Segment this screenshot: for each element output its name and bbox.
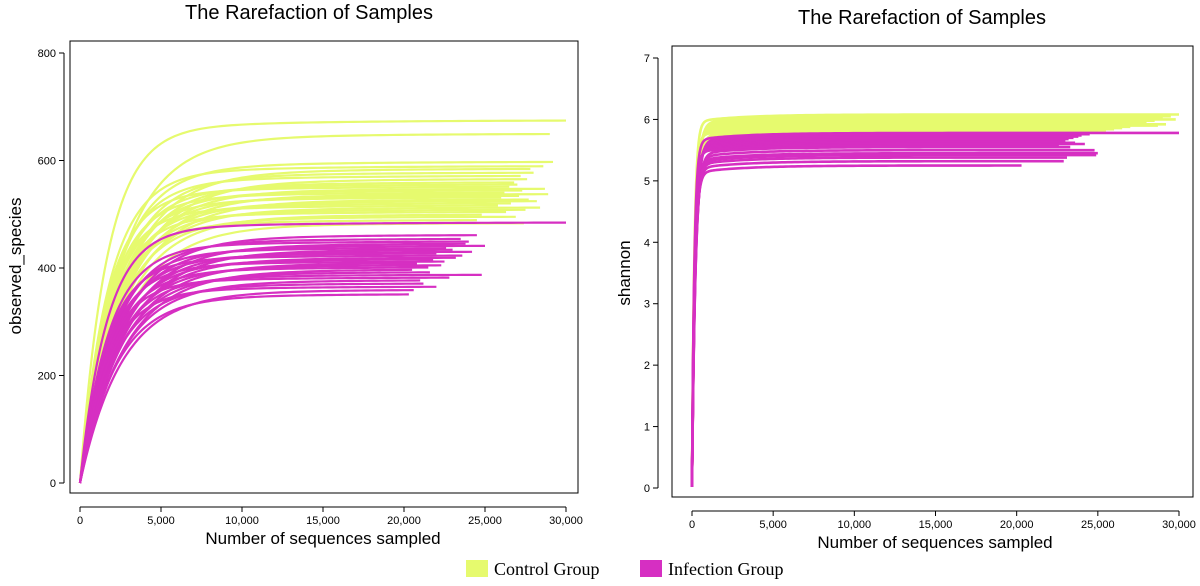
legend-swatch-control (466, 560, 488, 577)
right-x-tick-label-4: 20,000 (1000, 519, 1034, 531)
right-y-tick-label-0: 0 (644, 483, 650, 495)
right-infection-curve-14 (690, 151, 1098, 487)
right-x-tick-label-1: 5,000 (759, 519, 787, 531)
right-control-curve-3 (690, 116, 1163, 487)
right-control-curve-14 (690, 130, 1098, 487)
right-control-curve-6 (690, 120, 1147, 487)
left-x-tick-label-4: 20,000 (387, 515, 421, 527)
left-chart-title: The Rarefaction of Samples (185, 2, 433, 24)
left-y-tick-label-2: 400 (38, 263, 56, 275)
right-control-curve-12 (690, 127, 1115, 487)
legend-label-infection: Infection Group (668, 559, 783, 579)
right-y-tick-label-3: 3 (644, 299, 650, 311)
legend-item-control: Control Group (466, 559, 600, 579)
left-x-tick-label-0: 0 (77, 515, 83, 527)
right-infection-curve-3 (690, 134, 1082, 487)
left-x-tick-label-5: 25,000 (468, 515, 502, 527)
right-x-tick-label-0: 0 (689, 519, 695, 531)
right-x-tick-label-6: 30,000 (1162, 519, 1196, 531)
right-y-tick-label-6: 6 (644, 114, 650, 126)
left-infection-curve-21 (78, 276, 450, 484)
right-control-curve-16 (690, 131, 1082, 487)
right-control-curve-17 (690, 132, 1074, 487)
right-panel: The Rarefaction of Samples 0 5,000 10,000 1… (615, 7, 1196, 552)
left-panel: The Rarefaction of Samples 0 5,000 10,000 1… (6, 2, 583, 548)
right-infection-curve-4 (690, 135, 1079, 487)
right-y-tick-label-5: 5 (644, 176, 650, 188)
left-infection-curve-24 (78, 285, 437, 484)
left-control-curve-10 (78, 183, 518, 484)
left-infection-curve-23 (78, 282, 424, 484)
left-infection-curve-26 (78, 293, 409, 484)
right-y-tick-label-4: 4 (644, 237, 650, 249)
right-infection-curve-10 (690, 142, 1085, 487)
left-x-axis-label: Number of sequences sampled (205, 529, 440, 548)
right-infection-curve-7 (690, 139, 1066, 487)
left-y-axis-label: observed_species (6, 197, 25, 334)
right-control-curve-7 (690, 121, 1139, 487)
right-plot-area (690, 113, 1179, 487)
right-control-curve-2 (690, 115, 1171, 487)
right-control-curve-4 (690, 118, 1176, 487)
right-infection-curve-5 (690, 136, 1074, 487)
right-infection-curve-1 (690, 131, 1179, 487)
left-infection-curve-20 (78, 273, 482, 484)
left-x-tick-label-2: 10,000 (225, 515, 259, 527)
right-chart-title: The Rarefaction of Samples (798, 7, 1046, 29)
right-control-curve-13 (690, 129, 1106, 487)
right-control-curve-11 (690, 126, 1123, 487)
legend-item-infection: Infection Group (640, 559, 783, 579)
right-y-tick-label-1: 1 (644, 422, 650, 434)
left-y-tick-label-1: 200 (38, 371, 56, 383)
left-x-tick-label-1: 5,000 (147, 515, 175, 527)
right-infection-curve-12 (690, 145, 1071, 487)
right-control-curve-10 (690, 125, 1131, 487)
left-x-tick-label-6: 30,000 (549, 515, 583, 527)
right-y-tick-label-2: 2 (644, 360, 650, 372)
legend-label-control: Control Group (494, 559, 600, 579)
right-infection-curve-15 (690, 153, 1097, 487)
right-control-curve-5 (690, 119, 1155, 487)
right-infection-curve-13 (690, 148, 1095, 487)
left-axes: 0 5,000 10,000 15,000 20,000 25,000 30,000 0 200… (38, 48, 583, 527)
left-plot-area (78, 119, 567, 484)
left-y-tick-label-3: 600 (38, 156, 56, 168)
left-infection-curve-1 (78, 221, 567, 484)
right-infection-curve-18 (690, 164, 1022, 487)
left-plot-frame (69, 40, 579, 494)
legend: Control Group Infection Group (466, 559, 783, 579)
right-infection-curve-17 (690, 159, 1064, 487)
right-infection-curve-16 (690, 156, 1067, 487)
right-y-tick-label-7: 7 (644, 53, 650, 65)
right-x-axis-label: Number of sequences sampled (817, 533, 1052, 552)
left-control-curve-11 (78, 185, 510, 484)
left-infection-curve-12 (78, 256, 456, 484)
right-control-curve-8 (690, 123, 1167, 487)
right-control-curve-1 (690, 113, 1179, 487)
left-y-tick-label-4: 800 (38, 48, 56, 60)
right-axes: 0 5,000 10,000 15,000 20,000 25,000 30,000 0 1 2 3… (644, 53, 1196, 531)
right-control-curve-9 (690, 124, 1158, 487)
right-infection-curve-6 (690, 137, 1069, 487)
right-x-tick-label-2: 10,000 (838, 519, 872, 531)
right-infection-curve-11 (690, 143, 1059, 487)
right-x-tick-label-5: 25,000 (1081, 519, 1115, 531)
right-infection-curve-2 (690, 132, 1090, 487)
right-infection-curve-8 (690, 140, 1063, 487)
left-y-tick-label-0: 0 (50, 478, 56, 490)
right-infection-curve-9 (690, 141, 1076, 487)
right-control-curve-18 (690, 132, 1066, 487)
left-control-curve-1 (78, 119, 567, 484)
right-plot-frame (671, 45, 1194, 498)
right-x-tick-label-3: 15,000 (919, 519, 953, 531)
left-x-tick-label-3: 15,000 (306, 515, 340, 527)
right-control-curve-15 (690, 131, 1090, 487)
legend-swatch-infection (640, 560, 662, 577)
right-y-axis-label: shannon (615, 240, 634, 305)
